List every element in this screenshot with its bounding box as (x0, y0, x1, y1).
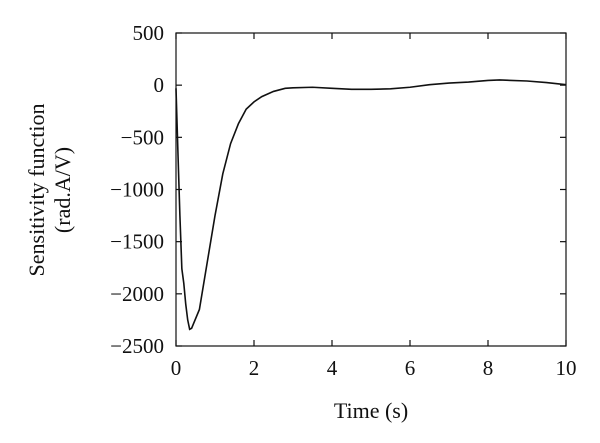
y-tick-label: −1500 (110, 230, 164, 254)
y-tick-label: 500 (133, 21, 165, 45)
y-tick-label: −500 (121, 125, 164, 149)
x-axis-label: Time (s) (334, 398, 408, 423)
x-tick-label: 10 (556, 356, 577, 380)
y-tick-label: 0 (154, 73, 165, 97)
y-tick-label: −1000 (110, 178, 164, 202)
y-tick-label: −2500 (110, 334, 164, 358)
series-line (175, 79, 567, 331)
y-axis-label-line-1: Sensitivity function (24, 104, 49, 277)
x-tick-label: 8 (483, 356, 494, 380)
tick-labels: 0 2 4 6 8 10 500 0 −500 −1000 −1500 −2000 −2500 (110, 21, 576, 380)
x-tick-label: 4 (327, 356, 338, 380)
y-axis-label-line-2: (rad.A/V) (50, 147, 75, 233)
x-tick-label: 6 (405, 356, 416, 380)
x-tick-label: 0 (171, 356, 182, 380)
y-tick-label: −2000 (110, 282, 164, 306)
x-tick-label: 2 (249, 356, 260, 380)
